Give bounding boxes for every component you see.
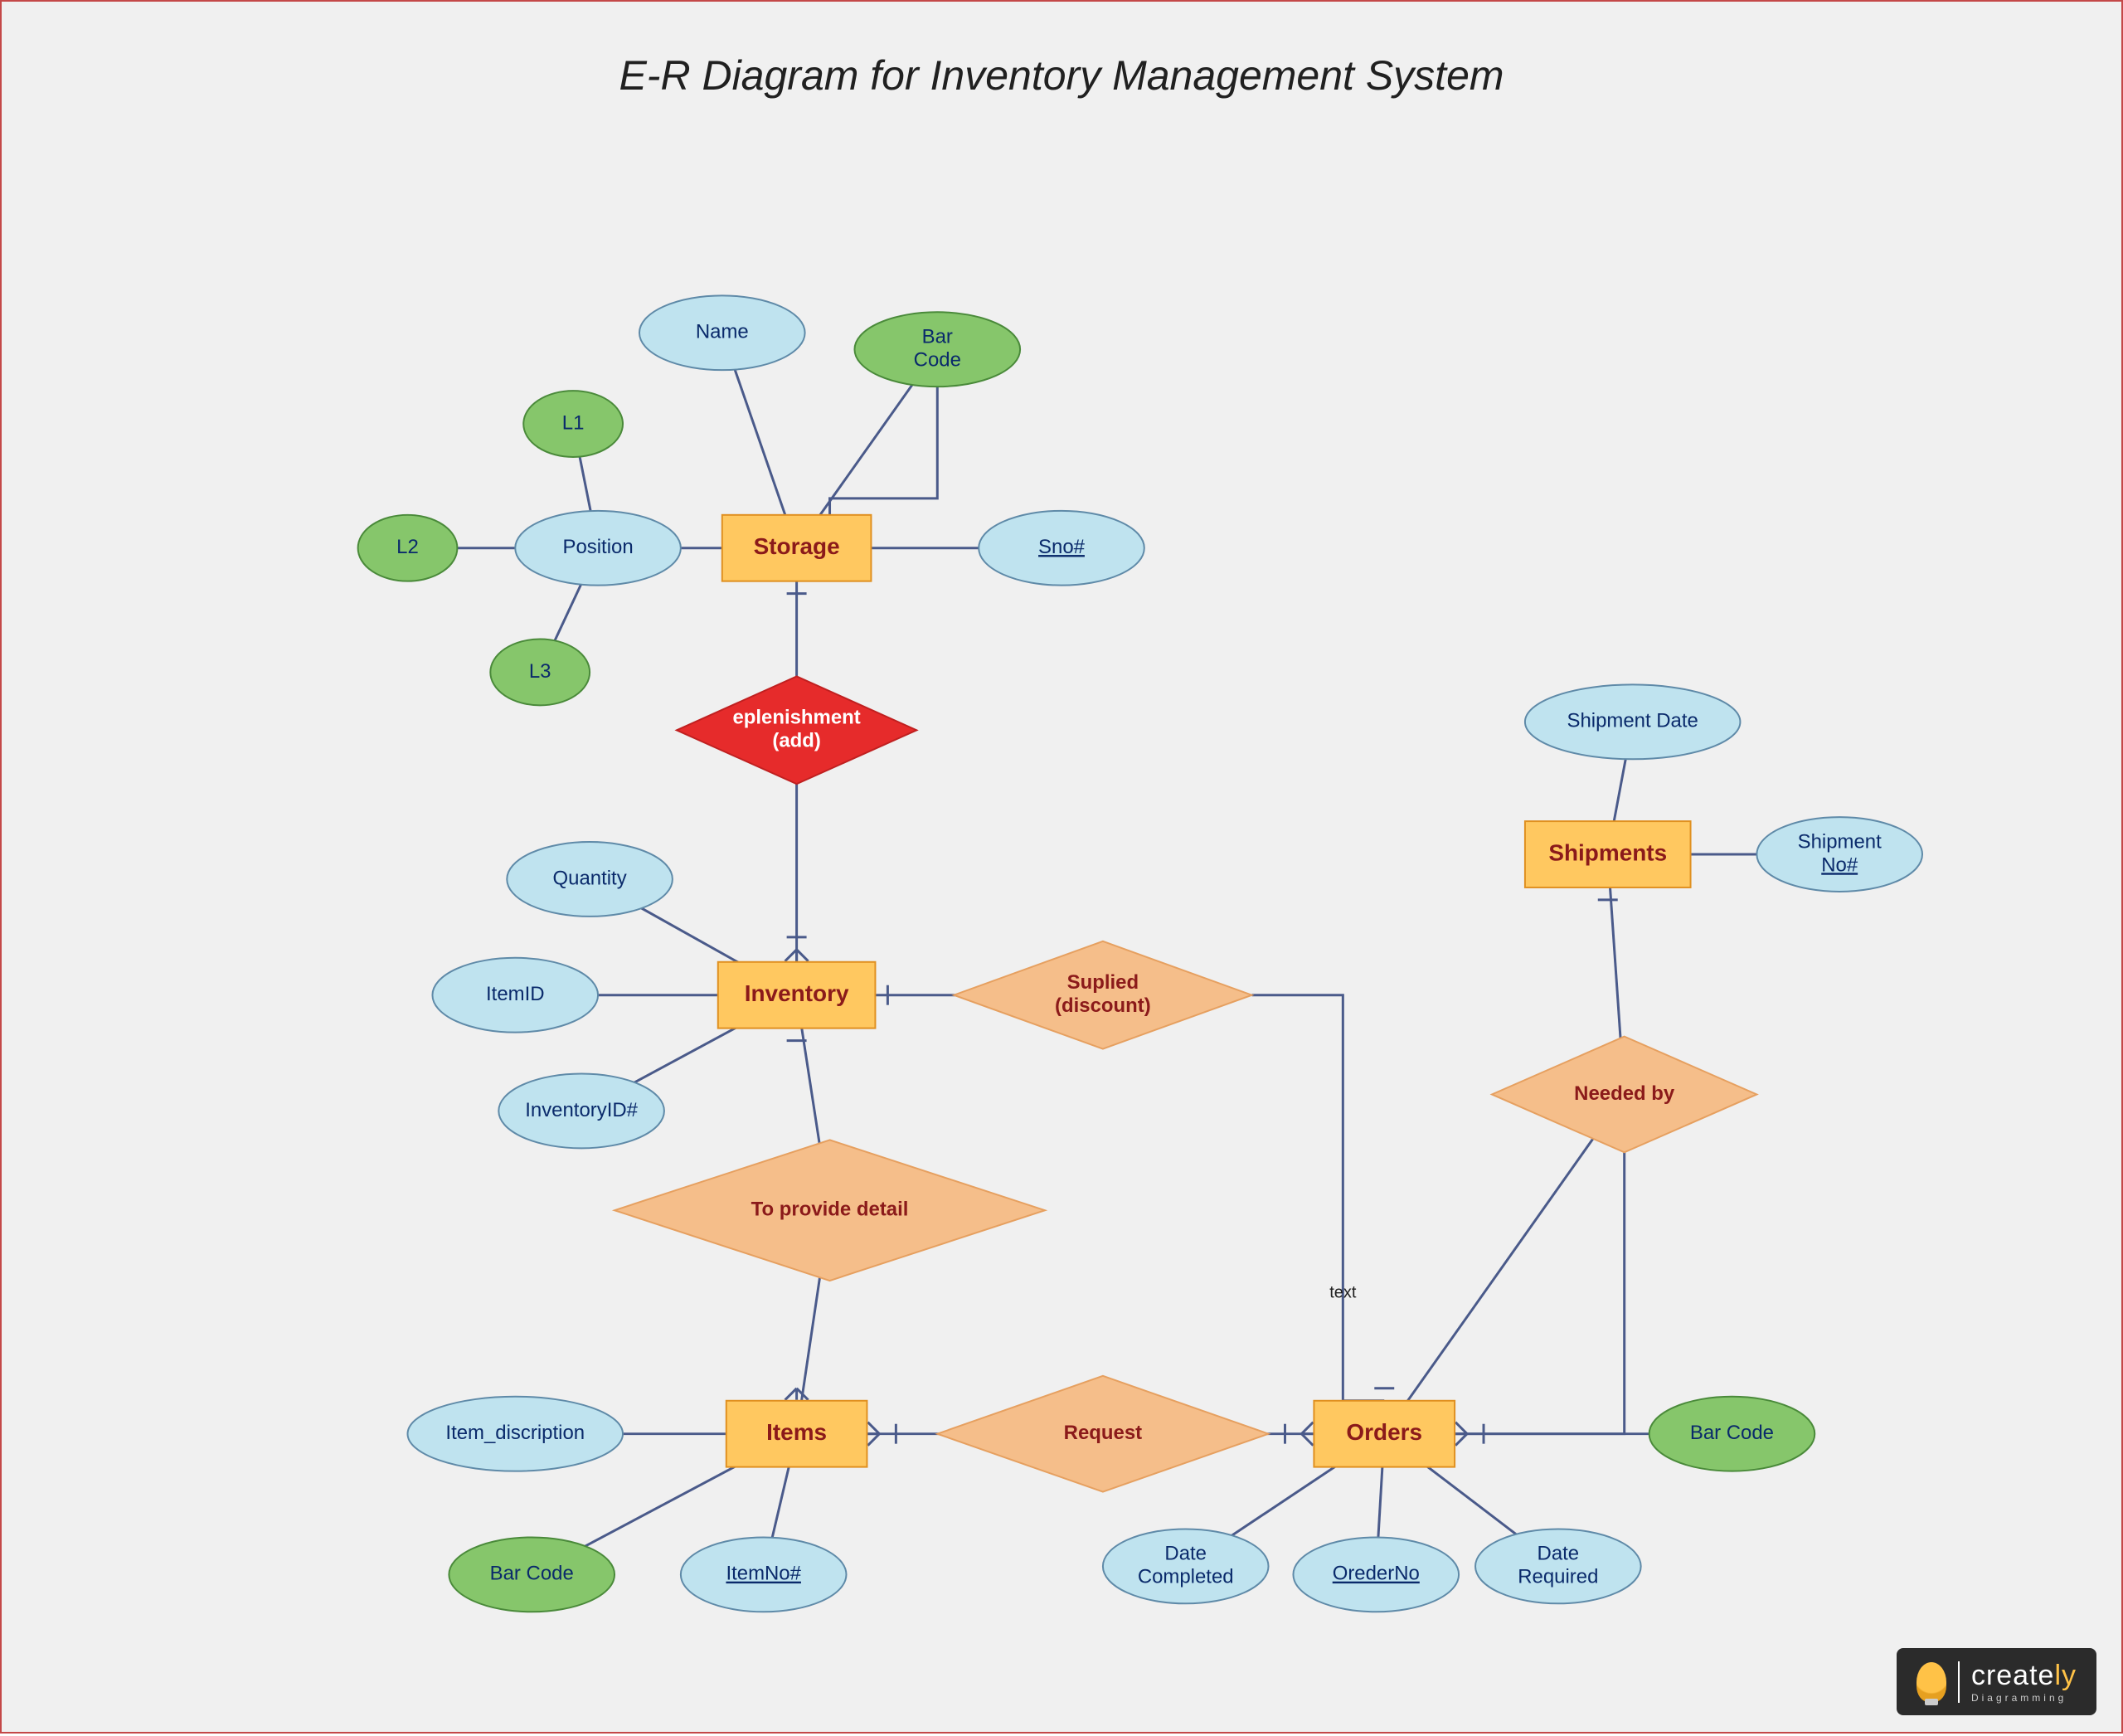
svg-text:ItemID: ItemID [486,983,545,1005]
svg-text:Position: Position [562,536,633,558]
svg-text:text: text [1329,1283,1357,1301]
logo-separator [1958,1661,1960,1703]
svg-text:InventoryID#: InventoryID# [525,1099,638,1121]
logo-brand: create [1971,1660,2055,1691]
lightbulb-icon [1917,1662,1946,1702]
logo-suffix: ly [2054,1660,2077,1691]
svg-text:Bar Code: Bar Code [490,1563,574,1585]
svg-text:Shipments: Shipments [1548,839,1667,865]
logo-text: creately Diagramming [1971,1660,2077,1704]
svg-text:Date: Date [1164,1543,1207,1565]
creately-logo: creately Diagramming [1897,1648,2096,1715]
diagram-canvas: Name BarCode Position L1 L2 L3 Sno# Quantity Ite… [2,2,2121,1732]
svg-text:L1: L1 [562,411,585,434]
svg-text:L3: L3 [529,660,551,683]
svg-text:Completed: Completed [1138,1566,1234,1588]
svg-text:Suplied: Suplied [1067,971,1139,994]
svg-text:To provide detail: To provide detail [751,1199,909,1221]
svg-text:Orders: Orders [1346,1419,1422,1445]
svg-text:Item_discription: Item_discription [445,1422,585,1444]
svg-text:Sno#: Sno# [1038,536,1086,558]
svg-text:Shipment Date: Shipment Date [1567,710,1698,732]
svg-text:Shipment: Shipment [1798,830,1882,853]
svg-text:Name: Name [696,321,749,343]
logo-subtext: Diagramming [1971,1692,2077,1704]
svg-text:ItemNo#: ItemNo# [726,1563,801,1585]
svg-text:eplenishment: eplenishment [732,707,860,729]
svg-text:Items: Items [766,1419,827,1445]
svg-text:Quantity: Quantity [553,867,627,889]
diagram-container: E-R Diagram for Inventory Management Sys… [0,0,2123,1734]
svg-text:Inventory: Inventory [745,980,849,1006]
svg-text:Storage: Storage [754,533,840,559]
svg-text:L2: L2 [396,536,419,558]
svg-text:Request: Request [1064,1422,1142,1444]
svg-text:Needed by: Needed by [1574,1082,1675,1105]
svg-text:(add): (add) [772,730,821,752]
svg-text:Required: Required [1518,1566,1598,1588]
svg-text:Bar: Bar [922,326,953,348]
svg-text:No#: No# [1821,853,1858,876]
svg-text:(discount): (discount) [1055,994,1151,1017]
svg-text:Code: Code [914,348,961,371]
svg-text:OrederNo: OrederNo [1333,1563,1420,1585]
svg-text:Date: Date [1538,1543,1580,1565]
svg-text:Bar Code: Bar Code [1690,1422,1774,1444]
